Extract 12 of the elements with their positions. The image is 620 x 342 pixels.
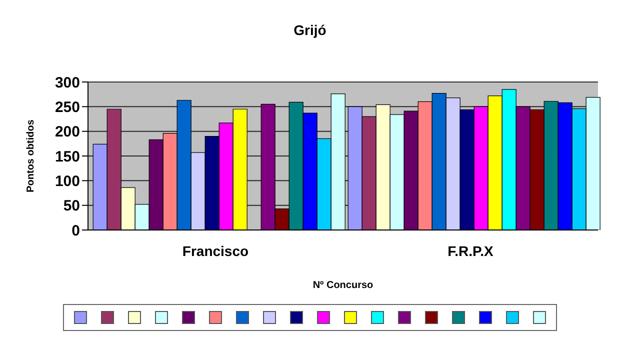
x-tick-label: F.R.P.X	[448, 242, 494, 259]
y-axis-title: Pontos obtidos	[26, 119, 37, 192]
y-tick-label: 250	[54, 98, 80, 116]
x-axis-title: Nº Concurso	[312, 280, 374, 291]
y-tick-label: 150	[54, 148, 80, 166]
y-tick-label: 200	[54, 124, 80, 141]
y-tick-label: 0	[72, 222, 80, 240]
x-tick-label: Francisco	[182, 242, 249, 259]
chart-title: Grijó	[292, 21, 328, 40]
y-tick-label: 50	[63, 198, 80, 215]
y-tick-label: 300	[54, 74, 80, 92]
y-tick-label: 100	[54, 172, 80, 190]
